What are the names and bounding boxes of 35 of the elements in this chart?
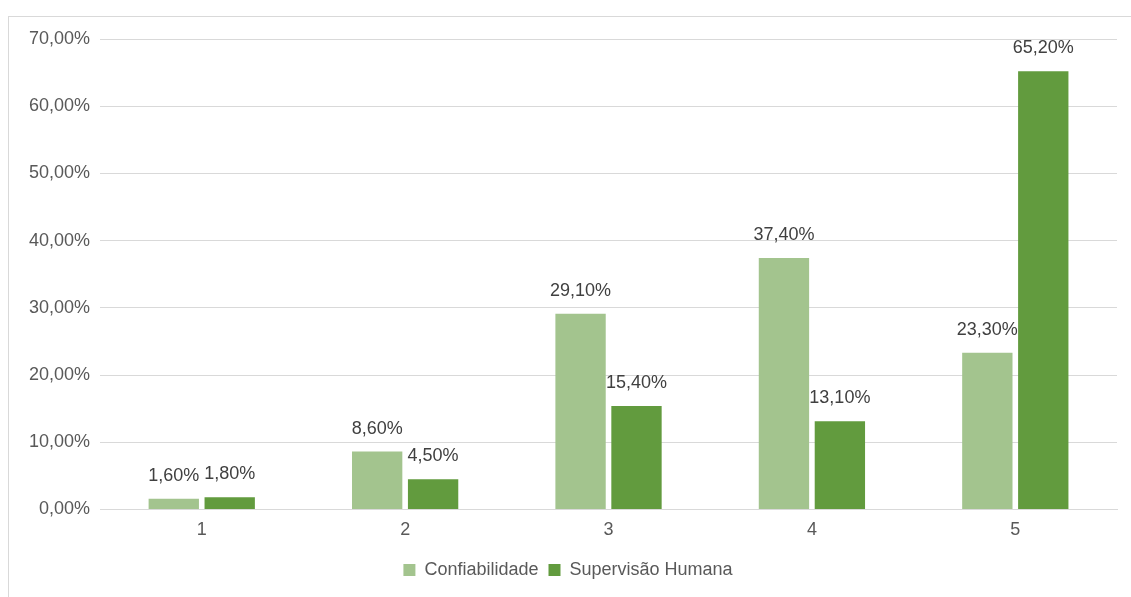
x-tick-label: 5 xyxy=(1010,519,1021,540)
bar xyxy=(555,313,606,509)
data-label: 29,10% xyxy=(550,279,612,300)
data-label: 13,10% xyxy=(809,387,871,408)
y-tick-label: 10,00% xyxy=(28,431,91,452)
bar xyxy=(758,258,810,509)
y-tick-label: 50,00% xyxy=(28,162,91,183)
y-tick-label: 0,00% xyxy=(39,498,91,519)
data-label: 8,60% xyxy=(351,417,403,438)
legend-label: Supervisão Humana xyxy=(569,558,734,579)
legend-label: Confiabilidade xyxy=(424,558,539,579)
bar xyxy=(962,352,1013,509)
bar xyxy=(407,479,459,509)
bar xyxy=(148,498,199,509)
y-tick-label: 40,00% xyxy=(28,229,91,250)
data-label: 15,40% xyxy=(605,371,668,392)
bar xyxy=(814,421,866,509)
data-label: 37,40% xyxy=(753,224,815,245)
y-tick-label: 30,00% xyxy=(28,296,91,317)
x-tick-label: 4 xyxy=(806,519,817,540)
bar xyxy=(1018,71,1069,509)
bar xyxy=(352,451,403,509)
y-tick-label: 20,00% xyxy=(28,363,91,384)
x-tick-label: 2 xyxy=(400,519,411,540)
data-label: 4,50% xyxy=(407,445,459,466)
data-label: 65,20% xyxy=(1012,37,1074,58)
x-tick-label: 3 xyxy=(603,519,614,540)
x-tick-label: 1 xyxy=(196,519,207,540)
bar xyxy=(204,497,255,509)
data-label: 23,30% xyxy=(956,318,1018,339)
bar xyxy=(611,405,662,509)
data-label: 1,80% xyxy=(204,463,256,484)
data-label: 1,60% xyxy=(148,464,200,485)
y-tick-label: 70,00% xyxy=(28,27,91,48)
y-tick-label: 60,00% xyxy=(28,95,91,116)
